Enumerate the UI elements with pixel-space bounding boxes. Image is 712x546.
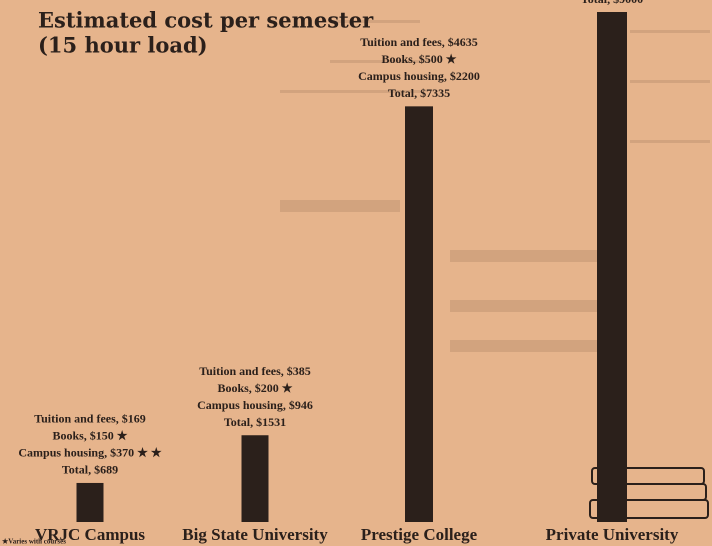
category-label: Big State University	[182, 525, 328, 544]
category-label: Prestige College	[361, 525, 478, 544]
annotation: Campus housing, $370 ★ ★	[18, 446, 161, 460]
bar	[242, 435, 269, 522]
chart: Estimated cost per semester (15 hour loa…	[0, 0, 712, 546]
bar	[597, 12, 627, 522]
annotation: Tuition and fees, $169	[34, 412, 146, 426]
bar	[405, 106, 433, 522]
value-label: Total, $7335	[388, 86, 450, 100]
value-label: Total, $1531	[224, 415, 286, 429]
bar	[77, 483, 104, 522]
annotation: Campus housing, $946	[197, 398, 313, 412]
category-label: Private University	[546, 525, 679, 544]
annotation: Books, $150 ★	[52, 429, 127, 443]
category-label: VRJC Campus	[35, 525, 145, 544]
annotation: Campus housing, $2200	[358, 69, 480, 83]
chart-title: Estimated cost per semester	[38, 8, 374, 33]
value-label: Total, $689	[62, 463, 118, 477]
annotation: Tuition and fees, $4635	[360, 35, 478, 49]
value-label: Total, $9000	[581, 0, 643, 6]
annotation: Books, $200 ★	[217, 381, 292, 395]
annotation: Tuition and fees, $385	[199, 364, 311, 378]
chart-subtitle: (15 hour load)	[38, 33, 208, 58]
annotation: Books, $500 ★	[381, 52, 456, 66]
